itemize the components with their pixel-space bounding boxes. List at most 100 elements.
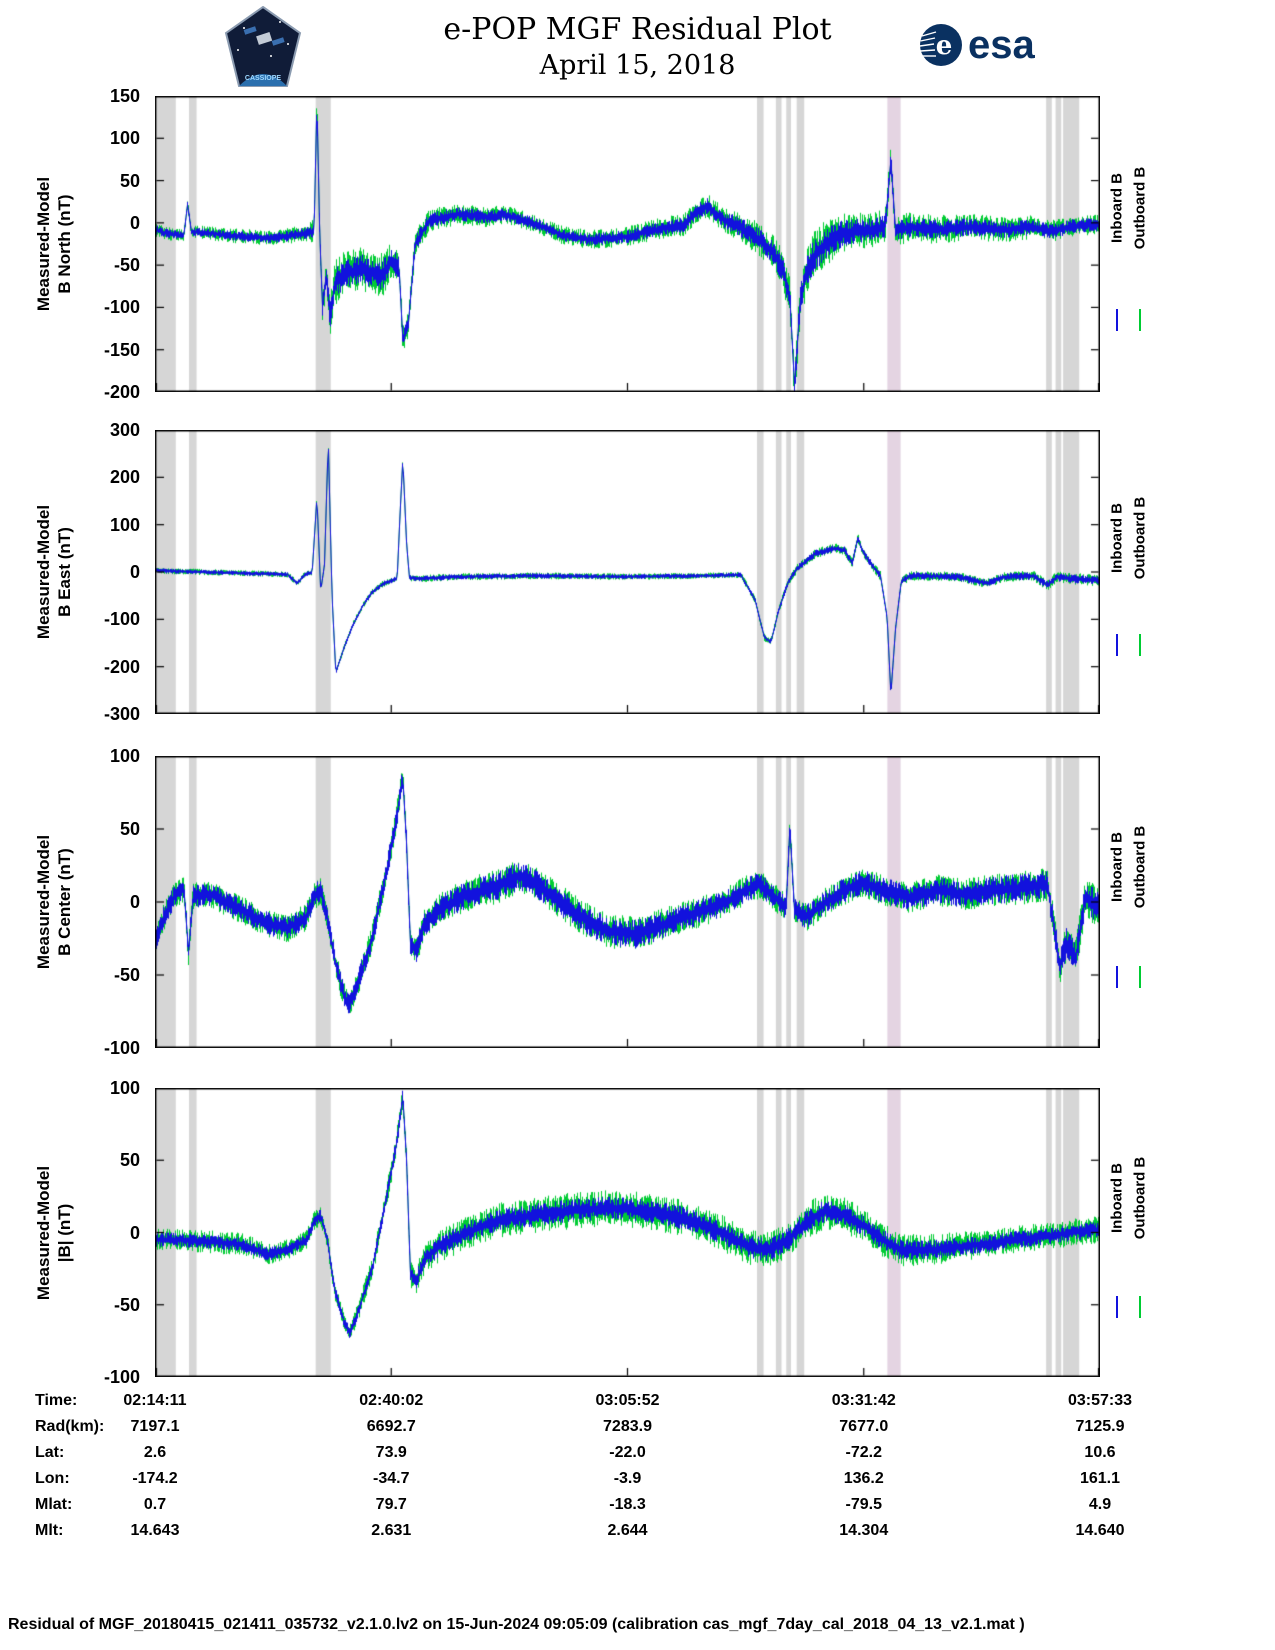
y-tick-label: -100 (103, 1367, 140, 1387)
legend-outboard-mark-icon (1139, 1296, 1141, 1319)
y-tick-label: 100 (109, 514, 140, 535)
y-tick-label: -50 (113, 255, 140, 276)
legend-outboard-label: Outboard B (1131, 825, 1149, 909)
y-tick-label: 100 (109, 1078, 140, 1098)
y-axis-label-b-east: Measured-Model B East (nT) (30, 430, 78, 714)
y-tick-label: -100 (103, 609, 140, 630)
y-tick-label: -100 (103, 1038, 140, 1058)
xtable-row: Mlat: 0.7 79.7 -18.3 -79.5 4.9 (0, 1496, 1275, 1518)
xtable-row-label: Mlt: (35, 1522, 64, 1539)
ylabel-line1: Measured-Model (34, 504, 53, 640)
xtable-row-label: Lat: (35, 1444, 65, 1461)
patch-label: CASSIOPE (245, 75, 282, 82)
legend-inboard-label: Inboard B (1108, 173, 1126, 244)
y-axis-ticks-b-north: 150 100 50 0 -50 -100 -150 -200 (84, 86, 146, 402)
esa-emblem-icon: e (919, 24, 962, 66)
legend-inboard-label: Inboard B (1108, 1162, 1126, 1233)
ylabel-line2: B East (nT) (55, 527, 74, 617)
xtable-cell: -34.7 (373, 1470, 410, 1487)
ylabel-line1: Measured-Model (34, 1165, 53, 1300)
y-tick-label: -150 (103, 339, 140, 360)
ylabel-line2: B North (nT) (55, 194, 74, 294)
legend-b-center: Inboard B Outboard B (1104, 756, 1154, 1048)
xtable-cell: 6692.7 (366, 1418, 416, 1435)
y-axis-ticks-b-east: 300 200 100 0 -100 -200 -300 (84, 420, 146, 724)
xtable-cell: -18.3 (609, 1496, 646, 1513)
xtable-row-label: Mlat: (35, 1496, 73, 1513)
xtable-cell: 0.7 (143, 1496, 167, 1513)
legend-inboard-label: Inboard B (1108, 502, 1126, 573)
xtable-cell: 7677.0 (839, 1418, 889, 1435)
xtable-cell: 02:40:02 (359, 1392, 424, 1409)
plot-canvas-b-east (155, 430, 1100, 714)
xtable-cell: 10.6 (1084, 1444, 1116, 1461)
cassiope-patch-logo: CASSIOPE (224, 6, 302, 87)
xtable-row-label: Rad(km): (35, 1418, 105, 1435)
ylabel-line1: Measured-Model (34, 176, 53, 312)
y-tick-label: -200 (103, 656, 140, 677)
y-axis-label-b-mag: Measured-Model |B| (nT) (30, 1088, 78, 1377)
legend-inboard-mark-icon (1116, 966, 1118, 989)
y-tick-label: 100 (109, 746, 140, 766)
y-tick-label: -50 (113, 965, 140, 985)
y-tick-label: 150 (109, 86, 140, 106)
legend-outboard-label: Outboard B (1131, 1156, 1149, 1240)
legend-outboard-label: Outboard B (1131, 496, 1149, 580)
xtable-cell: -79.5 (845, 1496, 882, 1513)
esa-wordmark: esa (968, 22, 1035, 67)
esa-emblem-letter: e (936, 31, 953, 61)
legend-inboard-mark-icon (1116, 309, 1118, 332)
y-tick-label: 100 (109, 128, 140, 149)
xtable-cell: 73.9 (375, 1444, 407, 1461)
xtable-row-label: Lon: (35, 1470, 70, 1487)
xtable-cell: 03:05:52 (595, 1392, 660, 1409)
xtable-row: Rad(km): 7197.1 6692.7 7283.9 7677.0 7125.9 (0, 1418, 1275, 1440)
xtable-cell: -72.2 (845, 1444, 882, 1461)
y-tick-label: -300 (103, 704, 140, 724)
plot-canvas-b-center (155, 756, 1100, 1048)
y-tick-label: 0 (129, 1222, 140, 1243)
xtable-cell: 14.640 (1075, 1522, 1125, 1539)
y-tick-label: 0 (129, 892, 140, 912)
legend-outboard-label: Outboard B (1131, 167, 1149, 250)
ylabel-line1: Measured-Model (34, 834, 53, 970)
legend-b-east: Inboard B Outboard B (1104, 430, 1154, 714)
xtable-cell: -174.2 (132, 1470, 178, 1487)
xtable-cell: 03:57:33 (1067, 1392, 1133, 1409)
xtable-row: Lat: 2.6 73.9 -22.0 -72.2 10.6 (0, 1444, 1275, 1466)
y-tick-label: 50 (119, 170, 140, 191)
footer-text: Residual of MGF_20180415_021411_035732_v… (8, 1616, 1025, 1633)
y-tick-label: 50 (119, 819, 140, 839)
xtable-cell: 14.304 (839, 1522, 889, 1539)
xtable-cell: 7197.1 (130, 1418, 180, 1435)
legend-b-north: Inboard B Outboard B (1104, 96, 1154, 392)
ylabel-line2: B Center (nT) (55, 848, 74, 956)
y-tick-label: -100 (103, 297, 140, 318)
y-tick-label: 200 (109, 467, 140, 488)
xtable-cell: 79.7 (375, 1496, 407, 1513)
legend-inboard-label: Inboard B (1108, 831, 1126, 902)
xtable-cell: 2.6 (143, 1444, 167, 1461)
y-tick-label: 50 (119, 1150, 140, 1171)
xtable-cell: 2.644 (607, 1522, 648, 1539)
xtable-cell: -3.9 (613, 1470, 642, 1487)
legend-outboard-mark-icon (1139, 309, 1141, 332)
xtable-cell: 161.1 (1079, 1470, 1121, 1487)
xtable-cell: 2.631 (371, 1522, 412, 1539)
x-axis-annotation-table: Time: 02:14:11 02:40:02 03:05:52 03:31:42 03:… (0, 1392, 1275, 1552)
y-axis-ticks-b-mag: 100 50 0 -50 -100 (84, 1078, 146, 1387)
xtable-cell: 03:31:42 (831, 1392, 896, 1409)
plot-canvas-b-mag (155, 1088, 1100, 1377)
y-tick-label: 300 (109, 420, 140, 440)
xtable-row: Time: 02:14:11 02:40:02 03:05:52 03:31:42 03:… (0, 1392, 1275, 1414)
xtable-row: Mlt: 14.643 2.631 2.644 14.304 14.640 (0, 1522, 1275, 1544)
xtable-row-label: Time: (35, 1392, 78, 1409)
xtable-cell: 7283.9 (603, 1418, 652, 1435)
xtable-row: Lon: -174.2 -34.7 -3.9 136.2 161.1 (0, 1470, 1275, 1492)
y-axis-label-b-north: Measured-Model B North (nT) (30, 96, 78, 392)
legend-inboard-mark-icon (1116, 634, 1118, 657)
xtable-cell: -22.0 (609, 1444, 646, 1461)
legend-outboard-mark-icon (1139, 634, 1141, 657)
xtable-cell: 136.2 (843, 1470, 884, 1487)
esa-logo: e esa (918, 22, 1035, 68)
